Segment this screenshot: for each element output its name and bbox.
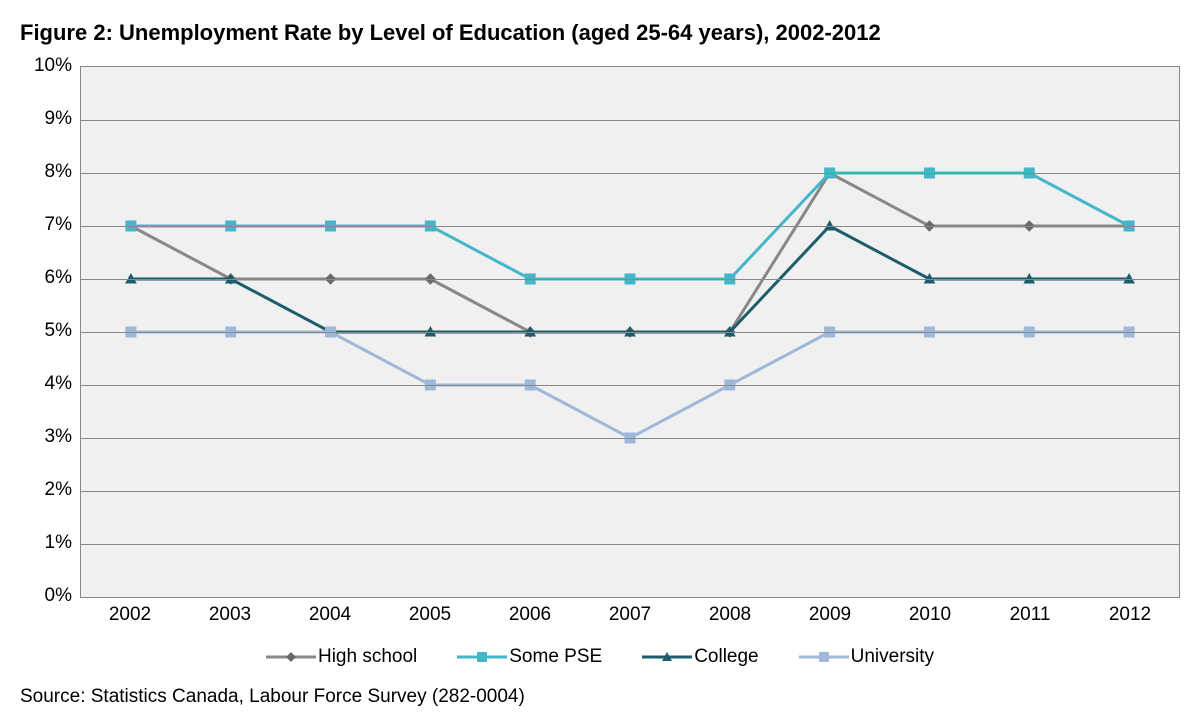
legend: High school Some PSE College University (20, 646, 1180, 668)
legend-item: Some PSE (457, 646, 602, 668)
plot-area (80, 66, 1180, 598)
legend-label: University (851, 646, 934, 668)
x-tick-label: 2002 (80, 604, 180, 626)
legend-item: University (799, 646, 934, 668)
gridline (81, 226, 1179, 227)
legend-swatch (266, 649, 316, 665)
y-tick-label: 6% (45, 267, 72, 289)
y-tick-label: 0% (45, 585, 72, 607)
y-tick-label: 4% (45, 373, 72, 395)
x-tick-label: 2007 (580, 604, 680, 626)
gridline (81, 544, 1179, 545)
y-tick-label: 7% (45, 214, 72, 236)
x-tick-label: 2005 (380, 604, 480, 626)
gridline (81, 120, 1179, 121)
legend-item: High school (266, 646, 417, 668)
legend-label: High school (318, 646, 417, 668)
x-tick-label: 2003 (180, 604, 280, 626)
x-tick-label: 2012 (1080, 604, 1180, 626)
x-tick-label: 2006 (480, 604, 580, 626)
legend-item: College (642, 646, 758, 668)
x-tick-label: 2004 (280, 604, 380, 626)
gridline (81, 332, 1179, 333)
y-tick-label: 8% (45, 161, 72, 183)
x-tick-label: 2011 (980, 604, 1080, 626)
series-line (131, 173, 1129, 332)
gridline (81, 279, 1179, 280)
y-tick-label: 10% (34, 55, 72, 77)
y-axis: 0%1%2%3%4%5%6%7%8%9%10% (20, 66, 80, 596)
legend-swatch (799, 649, 849, 665)
x-tick-label: 2008 (680, 604, 780, 626)
y-tick-label: 5% (45, 320, 72, 342)
y-tick-label: 9% (45, 108, 72, 130)
plot-wrapper: 0%1%2%3%4%5%6%7%8%9%10% (20, 66, 1180, 596)
y-tick-label: 1% (45, 532, 72, 554)
legend-label: College (694, 646, 758, 668)
gridline (81, 385, 1179, 386)
gridline (81, 173, 1179, 174)
x-tick-label: 2010 (880, 604, 980, 626)
x-axis: 2002200320042005200620072008200920102011… (80, 604, 1180, 626)
x-tick-label: 2009 (780, 604, 880, 626)
chart-container: Figure 2: Unemployment Rate by Level of … (20, 20, 1180, 708)
legend-label: Some PSE (509, 646, 602, 668)
source-text: Source: Statistics Canada, Labour Force … (20, 686, 1180, 708)
chart-title: Figure 2: Unemployment Rate by Level of … (20, 20, 1180, 46)
legend-swatch (457, 649, 507, 665)
legend-swatch (642, 649, 692, 665)
y-tick-label: 2% (45, 479, 72, 501)
gridline (81, 438, 1179, 439)
gridline (81, 491, 1179, 492)
y-tick-label: 3% (45, 426, 72, 448)
